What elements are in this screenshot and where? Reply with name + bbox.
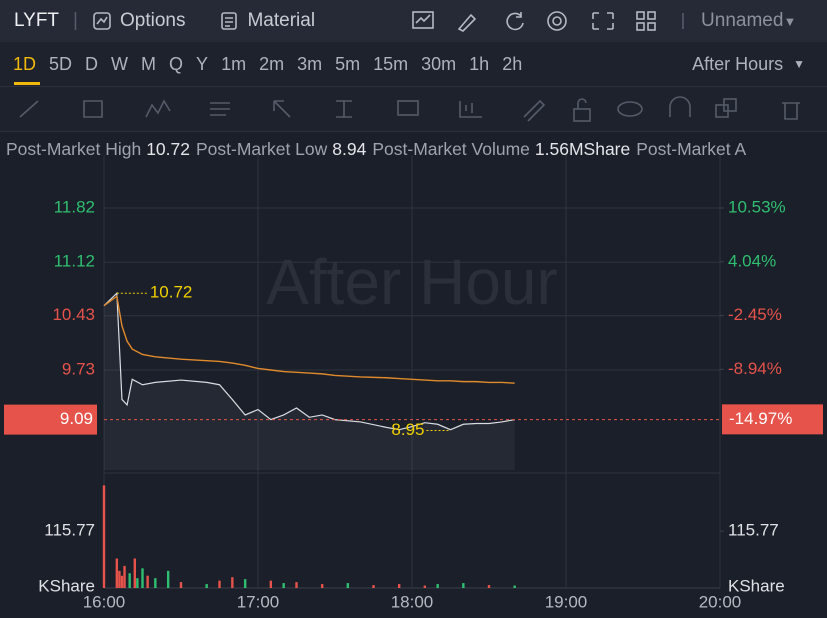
timeframe-tab[interactable]: W xyxy=(111,53,129,74)
series-line xyxy=(103,295,515,384)
timeframe-tab[interactable]: 1D xyxy=(13,53,37,74)
current-price-tag xyxy=(4,404,97,435)
volume-bar xyxy=(179,582,183,588)
volume-bar xyxy=(397,584,401,588)
volume-bar xyxy=(115,558,119,588)
timeframe-tab[interactable]: Y xyxy=(196,53,209,74)
timeframe-tab[interactable]: D xyxy=(85,53,99,74)
symbol[interactable]: LYFT xyxy=(14,10,60,31)
volume-bar xyxy=(205,584,208,588)
volume-bar xyxy=(513,585,516,588)
volume-bar xyxy=(436,584,439,588)
volume-bar xyxy=(123,565,126,588)
volume-bar xyxy=(141,568,144,588)
session-select[interactable]: After Hours xyxy=(692,53,784,74)
current-price-label: 9.09 xyxy=(60,409,93,428)
volume-bar xyxy=(146,575,149,588)
volume-bar xyxy=(166,570,170,588)
y2-tick-label: -8.94% xyxy=(728,359,782,378)
info-value: 10.72 xyxy=(146,139,190,159)
volume-bar xyxy=(282,583,285,588)
toolbar-icons xyxy=(412,11,684,32)
timeframe-tab[interactable]: 2h xyxy=(502,53,523,74)
y2-tick-label: 10.53% xyxy=(728,197,786,216)
y2-tick-label: 4.04% xyxy=(728,251,776,270)
timeframe-tab[interactable]: Q xyxy=(169,53,184,74)
drawing-tools xyxy=(0,86,827,132)
timeframe-tab[interactable]: 2m xyxy=(259,53,285,74)
current-change-label: -14.97% xyxy=(729,409,792,428)
info-label: Post-Market Low xyxy=(195,139,328,159)
timeframe-tab[interactable]: 1m xyxy=(221,53,247,74)
y-tick-label: 11.12 xyxy=(54,252,95,271)
series-line xyxy=(103,291,515,431)
material-button[interactable]: Material xyxy=(247,10,316,31)
active-tab-indicator xyxy=(14,82,40,85)
volume-bar xyxy=(243,579,247,588)
y-tick-label: 11.82 xyxy=(54,197,95,216)
x-tick-label: 18:00 xyxy=(391,592,434,611)
top-toolbar: LYFT | Options Material Unnamed ▼ xyxy=(0,0,827,42)
volume-bar xyxy=(295,582,298,588)
timeframe-tab[interactable]: 3m xyxy=(297,53,323,74)
drawing-tool-icons xyxy=(19,96,800,122)
info-bar: Post-Market High 10.72 Post-Market Low 8.94… xyxy=(6,139,746,160)
volume-unit: KShare xyxy=(38,576,95,595)
volume-unit: KShare xyxy=(728,576,785,595)
timeframe-tab[interactable]: M xyxy=(141,53,157,74)
volume-bar xyxy=(128,573,131,588)
x-tick-label: 20:00 xyxy=(699,592,742,611)
volume-bar xyxy=(120,575,124,588)
volume-bar xyxy=(154,578,157,588)
annotation-label: 10.72 xyxy=(150,283,193,302)
y-tick-label: 9.73 xyxy=(62,359,95,378)
chart: After Hour 16:00 17:00 18:00 19:00 20:0011.8… xyxy=(4,155,823,611)
info-value: 1.56MShare xyxy=(534,139,631,159)
options-button[interactable]: Options xyxy=(119,10,186,31)
info-label: Post-Market Volume xyxy=(372,139,530,159)
volume-tick-label: 115.77 xyxy=(728,521,779,540)
volume-bar xyxy=(218,580,221,588)
info-label: Post-Market High xyxy=(6,139,142,159)
x-tick-label: 17:00 xyxy=(237,592,280,611)
volume-bar xyxy=(118,570,121,588)
material-icon xyxy=(221,12,238,30)
options-icon xyxy=(93,12,111,30)
timeframe-bar: 1D 5D D W M Q Y 1m 2m 3m 5m 15m 30m 1h 2h After Hours … xyxy=(0,42,827,86)
volume-bar xyxy=(136,578,139,588)
timeframe-tab[interactable]: 5m xyxy=(335,53,361,74)
price-area xyxy=(104,293,515,470)
timeframe-tab[interactable]: 30m xyxy=(421,53,457,74)
volume-bar xyxy=(423,585,427,588)
y-tick-label: 10.43 xyxy=(52,305,95,324)
x-tick-label: 16:00 xyxy=(83,592,126,611)
volume-bar xyxy=(133,558,136,588)
annotation-label: 8.95 xyxy=(391,420,424,439)
info-label: Post-Market A xyxy=(636,139,747,159)
volume-bar xyxy=(102,485,106,588)
timeframe-list: 1D 5D D W M Q Y 1m 2m 3m 5m 15m 30m 1h 2h xyxy=(0,54,522,75)
volume-bar xyxy=(231,577,234,588)
volume-bar xyxy=(462,583,465,588)
layout-name[interactable]: Unnamed xyxy=(701,10,784,31)
volume-bar xyxy=(269,580,273,588)
volume-tick-label: 115.77 xyxy=(44,521,95,540)
timeframe-tab[interactable]: 1h xyxy=(469,53,490,74)
info-value: 8.94 xyxy=(332,139,367,159)
volume-bar xyxy=(346,583,350,588)
current-change-tag xyxy=(722,404,823,435)
x-tick-label: 19:00 xyxy=(545,592,588,611)
timeframe-tab[interactable]: 15m xyxy=(373,53,409,74)
volume-bar xyxy=(320,584,324,588)
y2-tick-label: -2.45% xyxy=(728,305,782,324)
volume-bar xyxy=(372,585,375,588)
volume-bar xyxy=(487,585,491,588)
timeframe-tab[interactable]: 5D xyxy=(49,53,73,74)
